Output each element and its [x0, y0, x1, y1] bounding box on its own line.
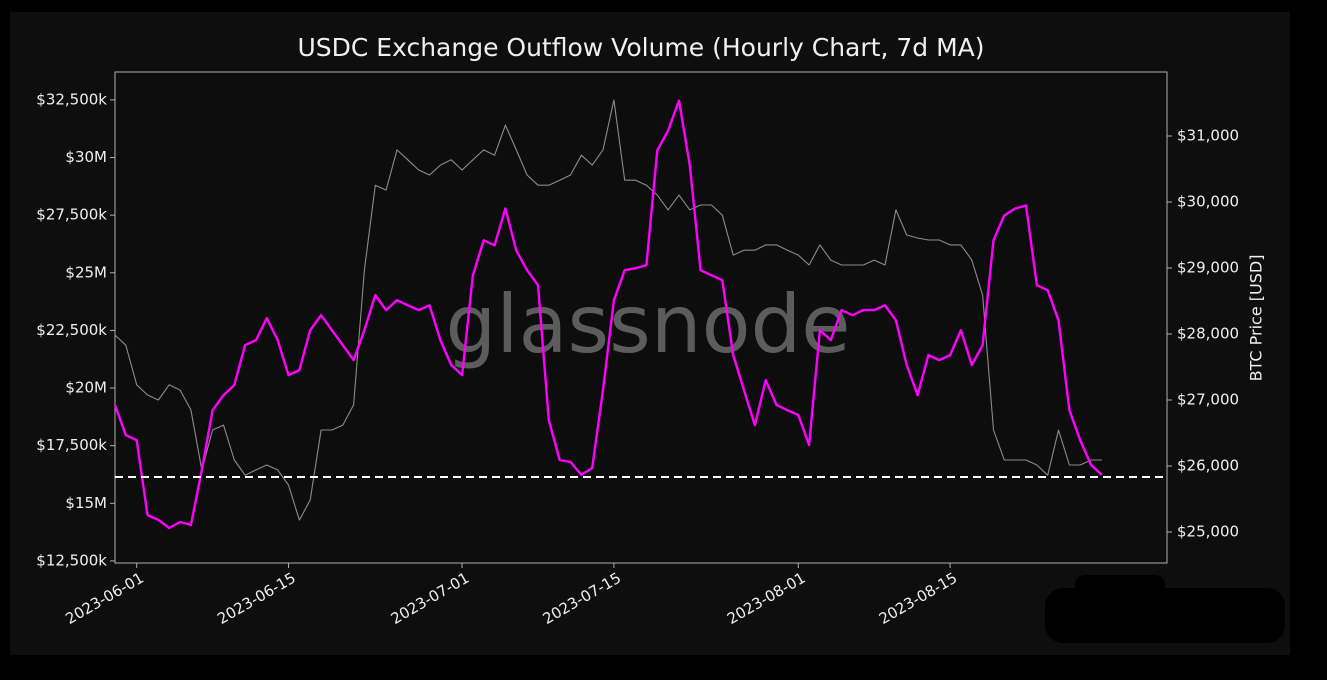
y2-tick-label: $29,000	[1177, 259, 1239, 277]
redaction	[1045, 575, 1285, 643]
y-tick-label: $32,500k	[36, 90, 107, 108]
y2-axis-label: BTC Price [USD]	[1247, 255, 1266, 382]
y-tick-label: $27,500k	[36, 206, 107, 224]
y2-tick-label: $31,000	[1177, 127, 1239, 145]
plot-area	[114, 71, 1168, 564]
y-tick-label: $12,500k	[36, 551, 107, 569]
y2-tick-label: $28,000	[1177, 324, 1239, 342]
y-tick-label: $30M	[65, 148, 107, 166]
y2-tick-label: $27,000	[1177, 390, 1239, 408]
y-tick-label: $15M	[65, 494, 107, 512]
y2-tick-label: $30,000	[1177, 193, 1239, 211]
y-tick-label: $22,500k	[36, 321, 107, 339]
y2-tick-label: $26,000	[1177, 456, 1239, 474]
y-tick-label: $17,500k	[36, 436, 107, 454]
y2-tick-label: $25,000	[1177, 522, 1239, 540]
series-line	[113, 99, 1103, 530]
series-line	[114, 99, 1102, 521]
chart-title: USDC Exchange Outflow Volume (Hourly Cha…	[297, 33, 984, 62]
y-tick-label: $25M	[65, 263, 107, 281]
y-tick-label: $20M	[65, 379, 107, 397]
watermark: glassnode	[445, 278, 850, 371]
